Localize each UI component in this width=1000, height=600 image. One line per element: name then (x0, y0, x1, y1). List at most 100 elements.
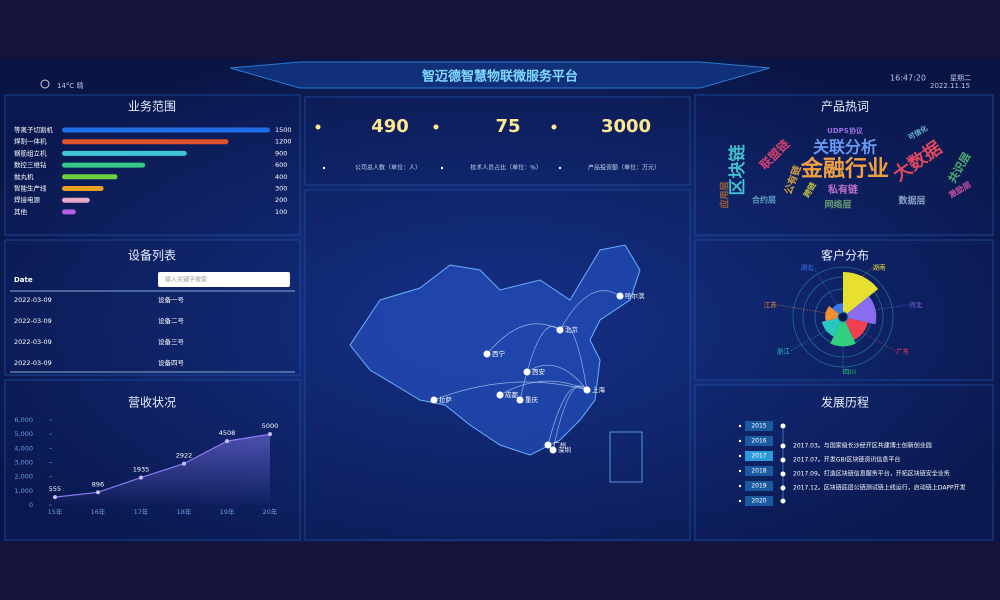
year-box (745, 481, 773, 491)
x-tick-label: 18年 (177, 507, 192, 516)
rose-label: 浙江 (777, 346, 791, 355)
south-sea-inset (609, 431, 643, 483)
point-label: 896 (92, 480, 104, 488)
rose-label: 江苏 (764, 300, 778, 309)
bar-value: 1200 (275, 138, 292, 146)
leader-line (776, 304, 826, 314)
table-cell: 2022-03-09 (14, 296, 52, 304)
bar-category: 钢筋组立机 (14, 148, 47, 157)
stat-dot (315, 124, 321, 130)
bar-value: 200 (275, 196, 287, 204)
year-label: 2017 (751, 453, 766, 460)
rose-label: 河北 (909, 301, 923, 309)
timeline-node (780, 443, 786, 449)
panel-frame (4, 94, 301, 236)
timeline-bullet (738, 484, 742, 488)
bar-value: 1500 (275, 126, 292, 134)
bar-value: 100 (275, 208, 287, 216)
point (53, 495, 57, 500)
hot-word: 网络层 (824, 199, 851, 211)
search-input[interactable] (158, 272, 290, 287)
stat-value: 490 (371, 116, 409, 137)
bar-value: 600 (275, 161, 287, 169)
x-tick-label: 16年 (91, 507, 106, 516)
event: 2017.07。开发GBI区块链资讯信息平台 (793, 456, 900, 464)
timeline-bullet (738, 424, 742, 428)
point (182, 461, 186, 466)
flight-line (519, 326, 561, 401)
search-placeholder: 输入关键字搜索 (165, 276, 207, 284)
city-label: 北京 (565, 325, 579, 334)
city-dot (496, 391, 504, 399)
stat-label-dot (558, 166, 562, 170)
rose-sector (821, 317, 843, 337)
bar (62, 209, 76, 215)
year-box (745, 451, 773, 461)
stat-label: 产品投资额（单位：万元） (588, 164, 660, 172)
header-banner (229, 61, 771, 89)
timeline-bullet (738, 454, 742, 458)
bar-category: 其他 (14, 207, 28, 216)
city-dot (523, 368, 531, 376)
event: 2017.12。区块链底层公链测试链上线运行，启动链上DAPP开发 (793, 484, 966, 492)
panel-title: 设备列表 (128, 249, 176, 263)
table-header: Date (14, 276, 33, 284)
point-label: 4508 (219, 429, 236, 437)
city-label: 重庆 (525, 395, 539, 404)
table-cell: 2022-03-09 (14, 359, 52, 367)
header-title: 智迈德智慧物联微服务平台 (422, 69, 578, 85)
hot-word: 合约层 (751, 195, 776, 205)
bar-category: 智能生产线 (14, 184, 47, 193)
city-dot (516, 396, 524, 404)
flight-line (552, 385, 588, 451)
area (55, 434, 270, 505)
point (268, 432, 272, 437)
table-cell: 设备四号 (158, 358, 185, 367)
date: 2022.11.15 (930, 82, 970, 90)
bar (62, 162, 146, 168)
bar (62, 139, 229, 145)
city-dot (583, 386, 591, 394)
y-tick-label: 0 (29, 501, 33, 509)
rose-label: 湖北 (800, 262, 814, 271)
bar-category: 焊割一体机 (14, 137, 47, 146)
timeline-node (780, 485, 786, 491)
rose-sector (843, 296, 877, 325)
timeline-node (780, 471, 786, 477)
panel-frame (694, 94, 994, 236)
weather: 14°C 晴 (57, 81, 84, 90)
year-label: 2016 (751, 438, 766, 445)
rose-ring (792, 266, 894, 368)
x-tick-label: 19年 (220, 507, 235, 516)
hot-word: 数据层 (898, 195, 925, 207)
panel-frame (4, 239, 301, 376)
leader-line (789, 330, 827, 352)
table-cell: 设备一号 (158, 295, 185, 304)
bar (62, 197, 90, 203)
event: 2017.09。打造区块链信息服务平台，开拓区块链安全业务 (793, 470, 950, 478)
rose-sector (830, 317, 856, 347)
flight-line (433, 381, 588, 401)
flight-line (526, 364, 588, 391)
rose-hub (837, 311, 849, 323)
stat-label: 公司总人数（单位：人） (355, 164, 421, 172)
timeline-bullet (738, 469, 742, 473)
hot-word: 私有链 (827, 183, 859, 196)
line (54, 433, 271, 498)
bar-category: 抛丸机 (14, 172, 34, 181)
hot-word: UDPS协议 (827, 126, 864, 135)
rose-label: 四川 (843, 368, 856, 376)
point-label: 555 (49, 485, 61, 493)
rose-sector (843, 272, 879, 317)
panel-title: 客户分布 (821, 248, 869, 263)
hot-word: 金融行业 (800, 156, 889, 182)
city-dot (549, 446, 557, 454)
hot-word: 区块链 (727, 144, 748, 196)
timeline-bullet (738, 439, 742, 443)
china-map (349, 244, 641, 456)
year-box (745, 466, 773, 476)
year-label: 2018 (751, 468, 766, 475)
flight-line (559, 290, 621, 331)
point-label: 5000 (262, 422, 279, 430)
